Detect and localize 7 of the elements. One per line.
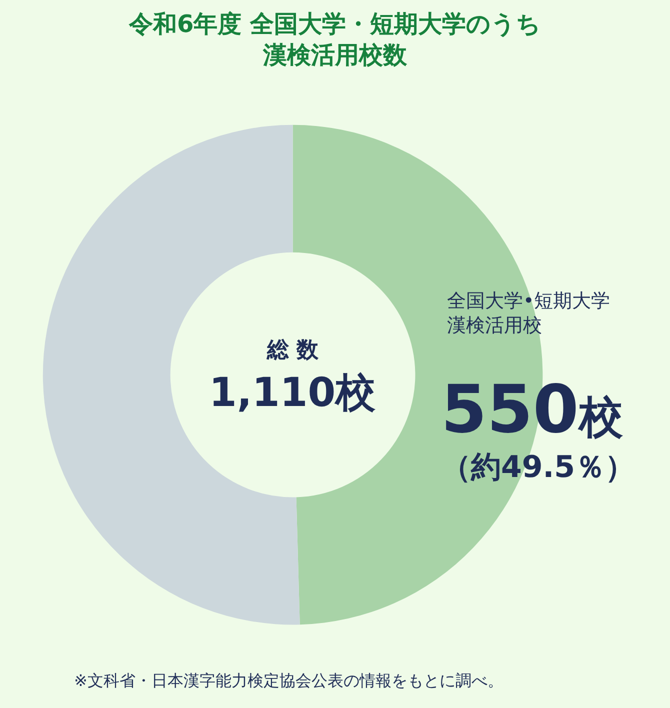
data-label: 550校 [441,371,624,448]
text: 総 数 [266,338,320,363]
chart-title: 令和6年度 全国大学・短期大学のうち漢検活用校数 [128,10,542,70]
text: （約49.5％） [441,450,636,485]
text: ※文科省・日本漢字能力検定協会公表の情報をもとに調べ。 [74,671,504,690]
text: 1,110校 [209,370,377,416]
slice-label: 全国大学•短期大学漢検活用校 [447,290,610,337]
